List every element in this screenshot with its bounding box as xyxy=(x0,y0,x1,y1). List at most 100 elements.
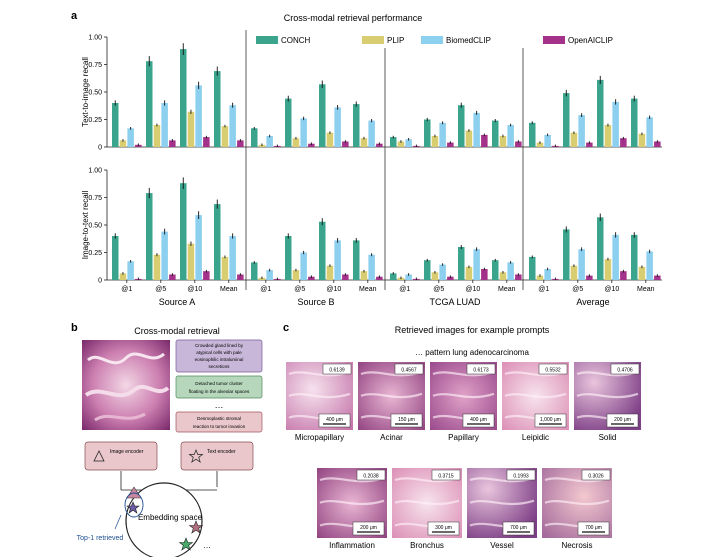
bar xyxy=(146,61,153,148)
text-query-ellipsis: … xyxy=(215,400,224,410)
bar xyxy=(499,272,507,280)
bar xyxy=(563,93,570,147)
bar xyxy=(620,271,627,280)
text-query-line: reaction to tumor invasion xyxy=(193,424,246,429)
bar xyxy=(221,256,229,280)
bar xyxy=(431,136,439,147)
bar xyxy=(195,215,202,280)
retrieved-image-tile: 0.6139 400 μm Micropapillary xyxy=(286,362,353,442)
bar xyxy=(153,125,161,147)
bar xyxy=(368,120,375,147)
bar xyxy=(654,275,661,280)
similarity-score: 0.4706 xyxy=(617,368,633,374)
y-tick-label: 0.25 xyxy=(88,117,102,124)
star-icon xyxy=(188,449,204,463)
tile-label: Inflammation xyxy=(329,541,375,550)
bar xyxy=(153,254,161,280)
bar xyxy=(237,140,244,147)
bar xyxy=(465,266,473,280)
panel-c-title: Retrieved images for example prompts xyxy=(395,325,550,335)
bar xyxy=(492,120,499,147)
similarity-score-box xyxy=(431,469,461,481)
tissue-texture xyxy=(394,499,460,506)
x-tick-label: @5 xyxy=(433,286,444,293)
bar xyxy=(578,249,585,280)
y-tick-label: 0.50 xyxy=(88,223,102,230)
tissue-texture xyxy=(504,392,567,399)
bar xyxy=(180,49,187,147)
bar xyxy=(515,141,522,147)
bar xyxy=(612,234,619,280)
retrieved-image-tile: 0.3026 700 μm Necrosis xyxy=(542,468,612,550)
bar xyxy=(376,143,383,147)
tissue-texture xyxy=(432,392,495,399)
tissue-texture xyxy=(469,499,535,506)
query-image-texture xyxy=(84,384,170,398)
x-tick-label: Mean xyxy=(220,286,238,293)
bar xyxy=(285,236,292,280)
bar xyxy=(578,115,585,147)
text-query-box-1 xyxy=(175,339,263,373)
bar xyxy=(195,85,202,147)
query-image-texture xyxy=(94,412,146,422)
bar xyxy=(127,261,134,280)
tissue-texture xyxy=(319,499,385,506)
similarity-score: 0.3026 xyxy=(588,474,604,480)
tile-label: Solid xyxy=(599,433,617,442)
x-tick-label: @1 xyxy=(399,286,410,293)
x-tick-label: @1 xyxy=(538,286,549,293)
bar xyxy=(390,273,397,280)
bar xyxy=(203,137,210,147)
scale-bar-label: 700 μm xyxy=(510,525,527,531)
text-encoder-label: Text encoder xyxy=(207,449,236,455)
text-query-line: floating in the alveolar spaces xyxy=(189,389,250,394)
top1-pointer xyxy=(114,514,122,530)
bar xyxy=(424,119,431,147)
similarity-score-box xyxy=(394,363,424,375)
bar xyxy=(536,142,544,147)
bar xyxy=(326,132,334,147)
bar xyxy=(266,136,273,147)
similarity-score-box xyxy=(538,363,568,375)
retrieved-image-tile: 0.1993 700 μm Vessel xyxy=(467,468,537,550)
bar xyxy=(458,105,465,147)
legend-swatch-biomedclip xyxy=(421,36,443,44)
bar xyxy=(266,270,273,280)
dataset-label-0: Source A xyxy=(159,297,196,307)
retrieved-image-grid: 0.6139 400 μm Micropapillary 0.4567 150 μm Ac… xyxy=(286,362,641,550)
bar xyxy=(431,272,439,280)
bar xyxy=(507,125,514,147)
legend-swatch-openaiclip xyxy=(543,36,565,44)
bar xyxy=(390,137,397,147)
tissue-texture xyxy=(360,392,423,399)
bar xyxy=(458,247,465,280)
text-query-box-2 xyxy=(175,375,263,399)
bar xyxy=(646,251,653,280)
bar xyxy=(563,229,570,280)
tile-label: Leipidic xyxy=(522,433,549,442)
bar xyxy=(612,101,619,147)
x-tick-label: @5 xyxy=(572,286,583,293)
bar xyxy=(308,276,315,280)
y-tick-label: 0.50 xyxy=(88,90,102,97)
bar xyxy=(237,274,244,280)
bar xyxy=(544,269,551,280)
image-encoder: Image encoder xyxy=(84,441,158,471)
bar xyxy=(285,98,292,147)
panel-label-c: c xyxy=(283,322,289,334)
bar xyxy=(342,141,349,147)
embedding-space: Embedding space … Top-1 retrieved xyxy=(77,482,211,557)
bar xyxy=(308,143,315,147)
dataset-label-3: Average xyxy=(576,297,609,307)
ylabel-top: Text-to-image recall xyxy=(81,57,90,127)
panel-c-prompt: … pattern lung adenocarcinoma xyxy=(415,348,529,357)
bar xyxy=(499,136,507,147)
bar xyxy=(334,107,341,147)
legend-label-biomedclip: BiomedCLIP xyxy=(446,36,491,45)
bar xyxy=(631,234,638,280)
bar xyxy=(119,140,127,147)
panel-label-a: a xyxy=(71,10,78,22)
bar xyxy=(342,274,349,280)
tissue-texture xyxy=(576,392,639,399)
